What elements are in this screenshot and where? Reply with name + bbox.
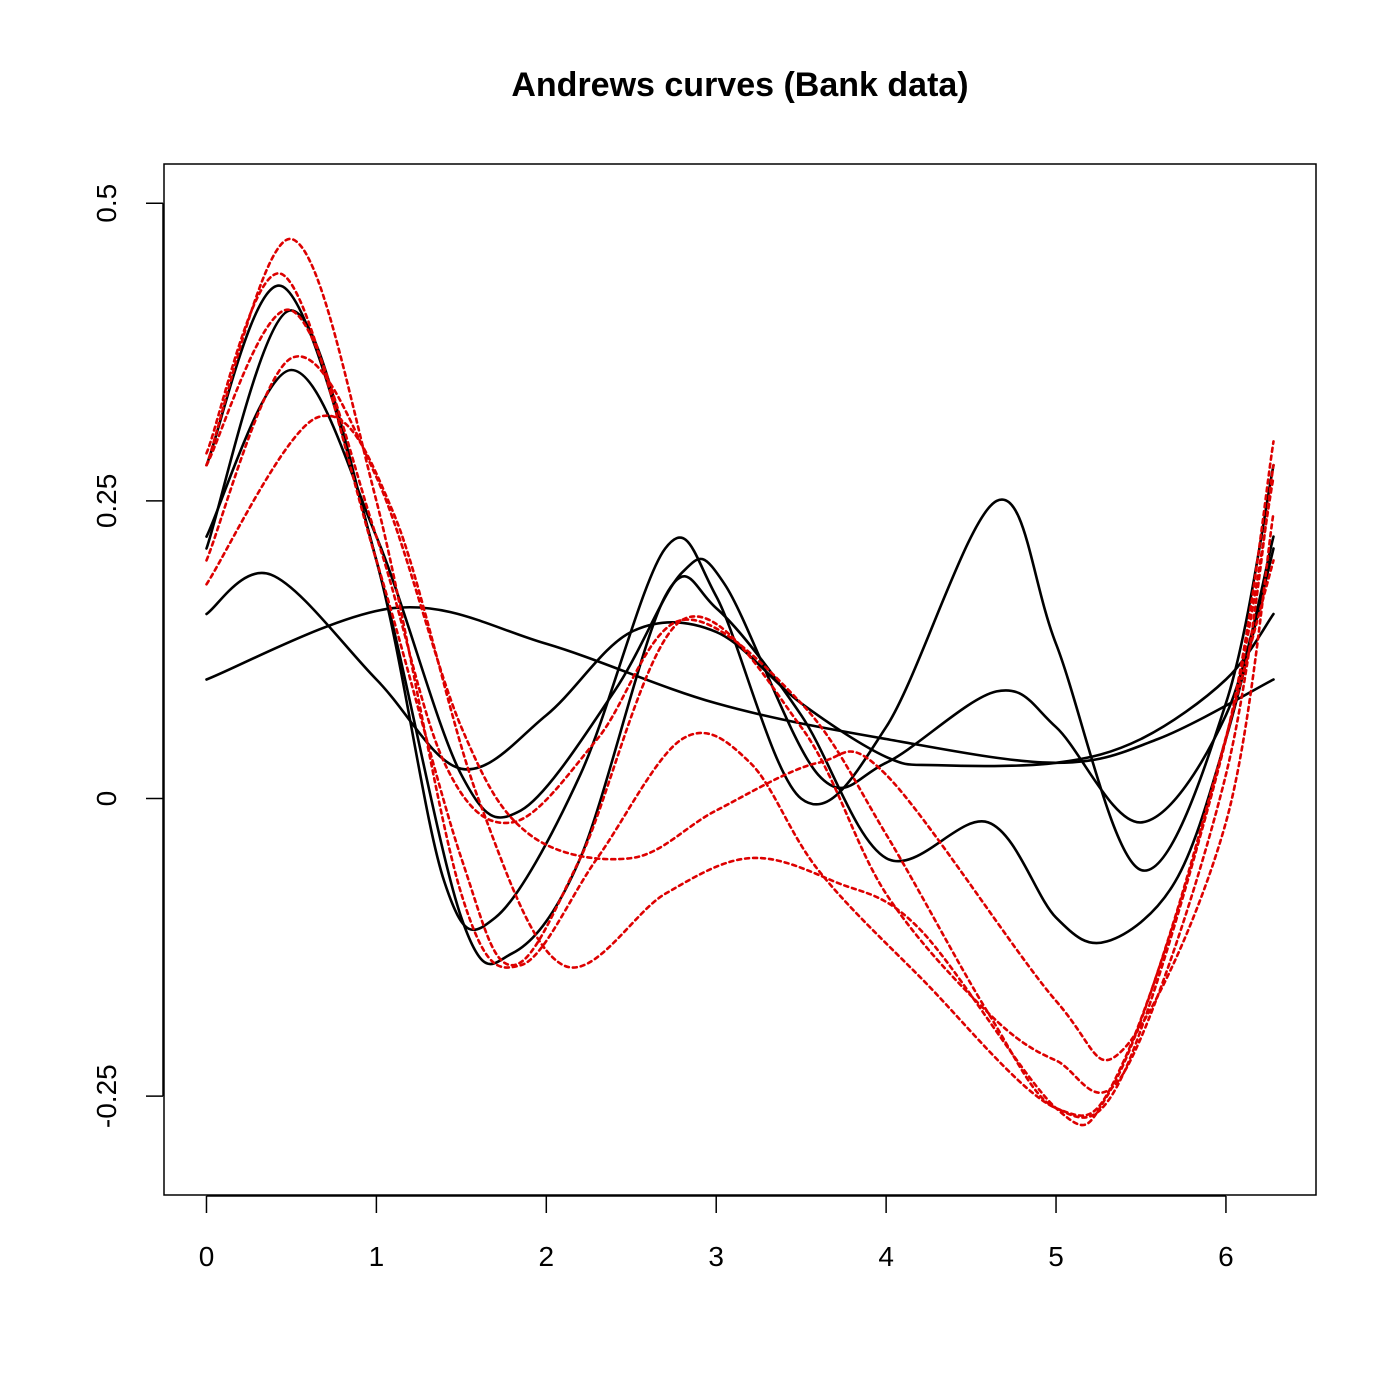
series-line-2-group1	[205, 284, 1275, 932]
x-tick-label-3: 3	[708, 1241, 724, 1272]
series-line-4-group1	[205, 571, 1275, 771]
y-axis: -0.25 0 0.25 0.5	[91, 184, 164, 1128]
x-tick-label-0: 0	[199, 1241, 215, 1272]
x-tick-label-6: 6	[1218, 1241, 1234, 1272]
x-tick-label-5: 5	[1048, 1241, 1064, 1272]
y-tick-label-2: 0.25	[91, 474, 122, 528]
y-tick-label-3: 0.5	[91, 184, 122, 223]
curves-layer	[205, 237, 1275, 1127]
x-axis: 0 1 2 3 4 5 6	[199, 1195, 1234, 1272]
y-tick-label-1: 0	[91, 791, 122, 807]
series-line-10-group2	[205, 414, 1275, 1127]
x-tick-label-2: 2	[539, 1241, 555, 1272]
chart-title: Andrews curves (Bank data)	[511, 66, 968, 104]
y-tick-label-0: -0.25	[91, 1064, 122, 1128]
x-tick-label-4: 4	[878, 1241, 894, 1272]
x-tick-label-1: 1	[369, 1241, 385, 1272]
plot-frame	[163, 163, 1317, 1196]
series-line-5-group1	[205, 605, 1275, 765]
series-line-7-group2	[205, 272, 1275, 1094]
